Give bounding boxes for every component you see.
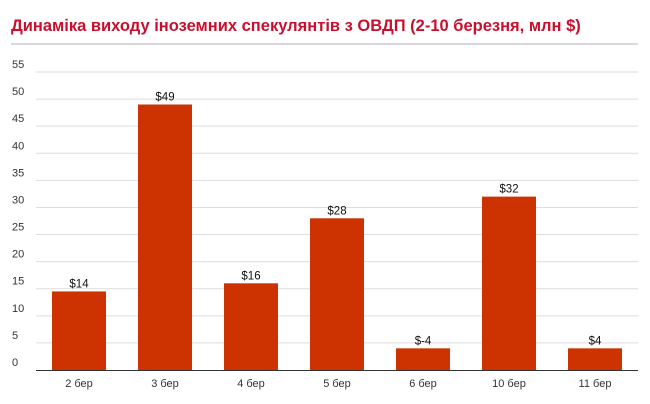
bar	[396, 348, 450, 370]
y-tick-label: 10	[12, 303, 24, 315]
bar	[568, 348, 622, 370]
bar	[224, 283, 278, 370]
y-tick-label: 50	[12, 86, 24, 98]
bar	[138, 104, 192, 370]
x-tick-label: 6 бер	[409, 378, 437, 390]
y-tick-label: 55	[12, 59, 24, 71]
data-label: $32	[499, 184, 518, 196]
y-tick-label: 15	[12, 276, 24, 288]
bar	[482, 196, 536, 370]
x-axis-tick-labels: 2 бер 3 бер 4 бер 5 бер 6 бер 10 бер 11 бер	[65, 378, 611, 390]
bar	[52, 291, 106, 370]
y-tick-label: 35	[12, 167, 24, 179]
bars	[52, 104, 622, 370]
data-labels: $14 $49 $16 $28 $-4 $32 $4	[69, 92, 602, 348]
y-axis-tick-labels: 0 5 10 15 20 25 30 35 40 45 50 55	[12, 59, 24, 369]
y-tick-label: 5	[12, 330, 18, 342]
x-tick-label: 5 бер	[323, 378, 351, 390]
title-divider	[11, 43, 638, 45]
x-tick-label: 2 бер	[65, 378, 93, 390]
y-tick-label: 25	[12, 222, 24, 234]
y-tick-label: 30	[12, 194, 24, 206]
data-label: $16	[241, 270, 260, 282]
bar	[310, 218, 364, 370]
x-tick-label: 11 бер	[579, 378, 612, 390]
y-tick-label: 45	[12, 113, 24, 125]
y-tick-label: 40	[12, 140, 24, 152]
data-label: $49	[155, 92, 174, 104]
x-tick-label: 3 бер	[151, 378, 179, 390]
data-label: $-4	[415, 335, 432, 347]
y-tick-label: 0	[12, 357, 18, 369]
x-tick-label: 4 бер	[237, 378, 265, 390]
y-tick-label: 20	[12, 249, 24, 261]
chart-title: Динаміка виходу іноземних спекулянтів з …	[11, 17, 581, 35]
data-label: $14	[69, 278, 89, 290]
data-label: $4	[589, 335, 602, 347]
data-label: $28	[327, 205, 346, 217]
x-tick-label: 10 бер	[492, 378, 526, 390]
